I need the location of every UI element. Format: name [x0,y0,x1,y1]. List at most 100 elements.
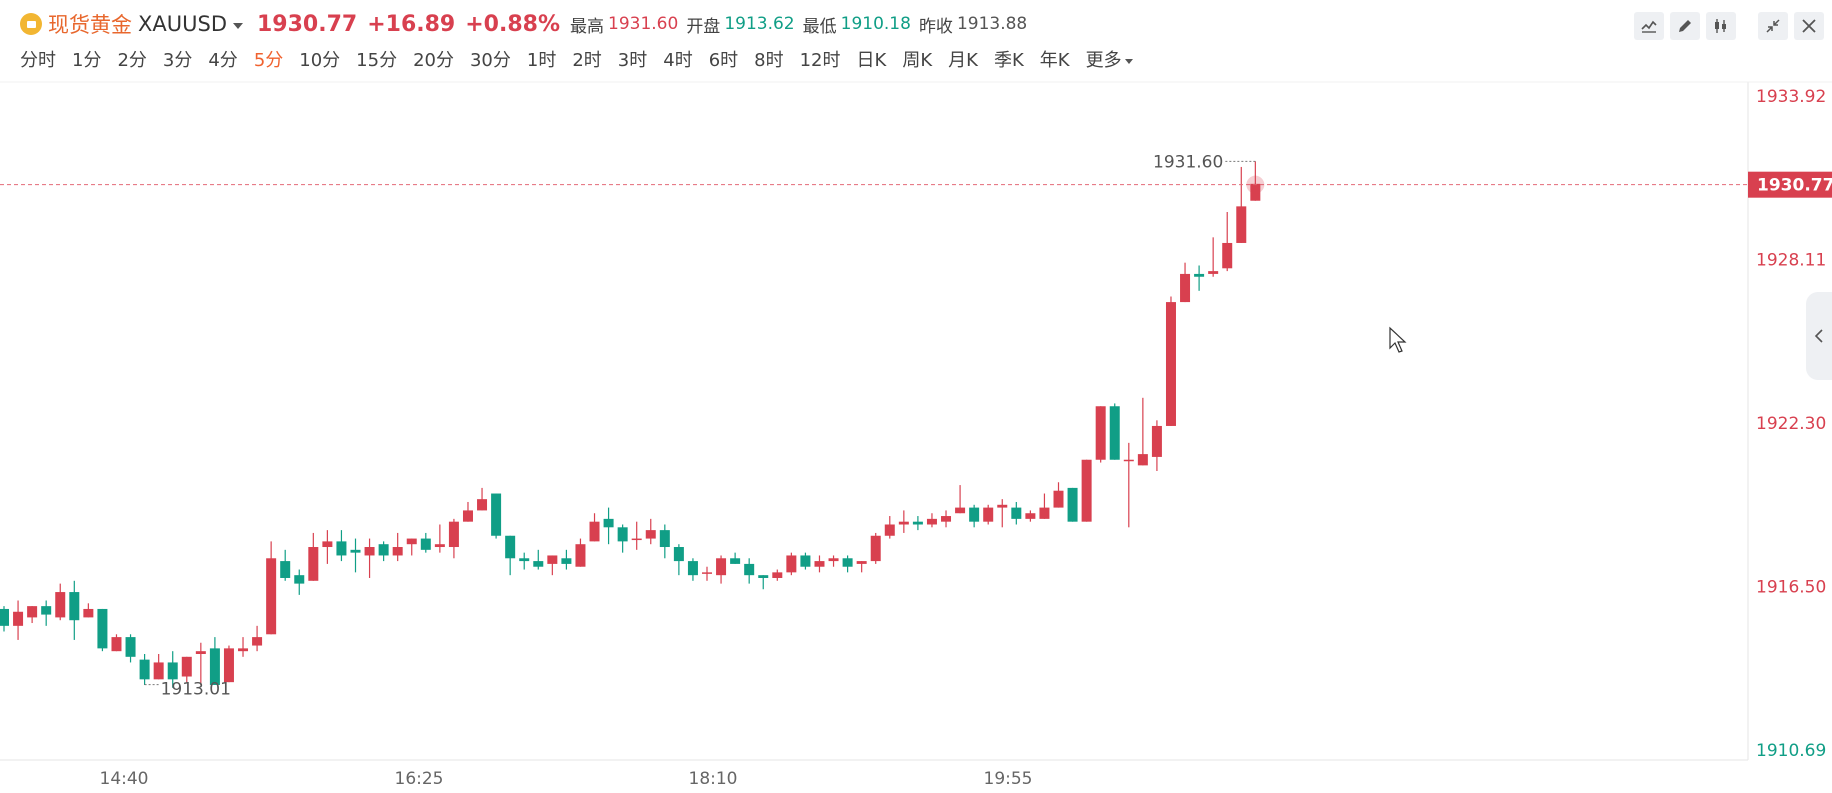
period-4[interactable]: 4分 [208,50,238,71]
live-pulse-dot [1246,175,1265,194]
gold-coin-icon [20,13,42,35]
candle-body-76 [1067,487,1078,522]
time-tick-1: 16:25 [395,769,444,789]
period-8[interactable]: 20分 [413,50,454,71]
candle-body-12 [167,662,178,680]
candle-body-54 [758,575,769,578]
period-3[interactable]: 3分 [162,50,193,71]
candle-body-19 [266,558,277,635]
high-marker-label: 1931.60 [1153,152,1223,172]
candle-body-75 [1053,490,1064,508]
candle-body-81 [1137,454,1148,466]
period-19[interactable]: 月K [948,50,978,71]
candle-body-50 [702,572,712,574]
period-10[interactable]: 1时 [526,50,557,71]
pencil-icon[interactable] [1670,12,1700,40]
candle-body-57 [800,555,811,567]
symbol-dropdown-icon[interactable] [233,23,243,29]
candle-body-83 [1165,302,1176,426]
candle-body-24 [336,541,347,556]
more-periods-button[interactable]: 更多 [1086,46,1133,72]
current-price-label: 1930.77 [1757,176,1832,196]
prev-close-value: 1913.88 [956,14,1028,34]
candle-body-18 [252,637,263,646]
candle-body-40 [561,558,572,564]
candle-body-14 [195,651,206,654]
candle-body-17 [238,648,249,652]
candle-body-64 [898,521,909,525]
candle-body-60 [842,558,853,567]
period-16[interactable]: 12时 [799,50,841,71]
candle-body-51 [716,558,727,576]
ticker-info: 现货黄金 XAUUSD 1930.77 +16.89 +0.88% 最高 193… [20,9,1035,39]
period-9[interactable]: 30分 [469,50,511,71]
time-axis: 14:40 16:25 18:10 19:55 [100,769,1033,789]
period-7[interactable]: 15分 [356,50,398,71]
candle-body-32 [448,521,459,548]
close-icon[interactable] [1794,12,1824,40]
candle-style-icon[interactable] [1706,12,1736,40]
candle-body-87 [1222,242,1233,269]
line-chart-icon[interactable] [1634,12,1664,40]
candle-body-45 [631,538,642,541]
period-12[interactable]: 3时 [617,50,648,71]
period-11[interactable]: 2时 [572,50,602,71]
period-14[interactable]: 6时 [708,50,739,71]
shrink-icon[interactable] [1758,12,1788,40]
candle-body-88 [1236,206,1247,243]
candle-body-26 [364,547,375,556]
period-13[interactable]: 4时 [663,50,693,71]
candle-body-55 [772,572,783,578]
period-20[interactable]: 季K [993,50,1024,71]
candle-body-16 [223,648,234,683]
period-1[interactable]: 1分 [72,50,102,71]
period-15[interactable]: 8时 [754,50,784,71]
candle-body-37 [519,558,530,562]
period-5[interactable]: 5分 [253,50,284,71]
period-21[interactable]: 年K [1039,50,1070,71]
candle-body-78 [1095,406,1106,460]
candle-body-28 [392,547,403,556]
period-17[interactable]: 日K [856,50,887,71]
candle-body-84 [1180,273,1191,303]
annotations: 1930.77 1931.60 1913.01 [0,152,1832,700]
candle-body-38 [533,561,544,567]
high-label: 最高 [570,16,604,37]
candle-body-66 [926,518,937,525]
candle-body-68 [955,507,966,514]
mouse-cursor-icon [1389,326,1407,353]
candle-body-9 [125,637,136,657]
candle-body-43 [603,518,614,528]
candle-body-0 [0,608,9,626]
candle-body-11 [153,662,164,680]
candle-body-62 [870,535,881,562]
period-18[interactable]: 周K [902,50,933,71]
candle-body-4 [55,592,66,618]
time-tick-0: 14:40 [100,769,149,789]
last-price: 1930.77 [257,11,358,37]
price-axis: 1933.92 1928.11 1922.30 1916.50 1910.69 [1756,87,1826,761]
candle-body-21 [294,575,305,584]
candle-body-29 [406,538,417,545]
prev-close-label: 昨收 [918,16,953,37]
period-0[interactable]: 分时 [20,50,56,71]
candle-body-20 [280,561,291,578]
price-tick-4: 1910.69 [1756,741,1826,761]
candle-body-80 [1123,459,1134,462]
price-change-pct: +0.88% [465,11,560,37]
side-panel-toggle[interactable] [1806,292,1832,380]
window-tools [1758,12,1830,40]
instrument-symbol[interactable]: XAUUSD [138,12,227,36]
candle-body-58 [814,561,825,567]
candle-body-72 [1011,507,1022,519]
candle-body-70 [983,507,994,522]
period-6[interactable]: 10分 [299,50,341,71]
candle-body-34 [477,499,488,511]
candle-body-13 [181,656,192,677]
low-label: 最低 [802,16,837,37]
time-tick-3: 19:55 [984,769,1033,789]
candle-body-86 [1208,271,1219,274]
period-2[interactable]: 2分 [117,50,147,71]
candle-body-52 [730,558,741,564]
